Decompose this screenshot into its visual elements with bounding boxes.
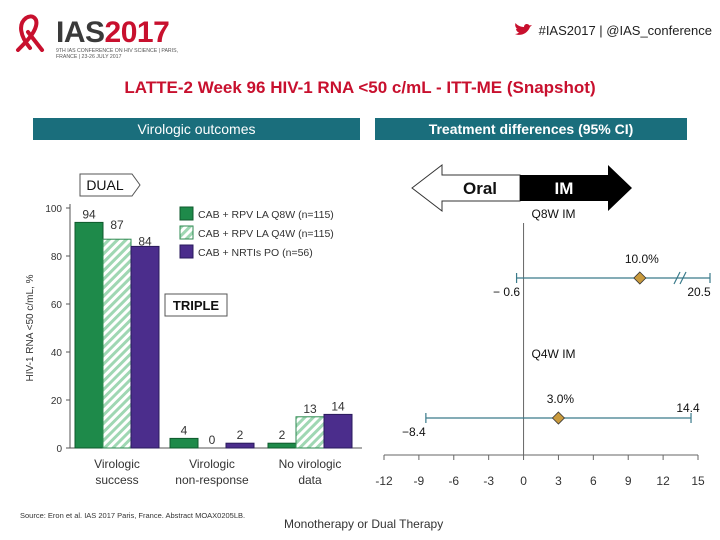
treatment-differences-chart: Oral IM -12 -9 -6 -3 0 3 6 9 12 15 Q8W IM 10.0% − 0.6 2…	[375, 163, 711, 488]
bar-value-label: 2	[237, 428, 244, 442]
twitter-bird-icon	[514, 23, 532, 35]
ci-lower-label: − 0.6	[493, 285, 520, 299]
bar-2	[295, 416, 325, 449]
point-estimate	[633, 271, 647, 285]
legend-label: CAB + NRTIs PO (n=56)	[198, 247, 313, 259]
logo-wordmark: IAS2017	[56, 16, 170, 49]
x-tick-label: 3	[555, 474, 562, 488]
x-tick-label: -6	[448, 474, 459, 488]
category-label-line1: Virologic	[94, 457, 140, 471]
forest-plot: Oral IM -12 -9 -6 -3 0 3 6 9 12 15 Q8W IM 10.0% − 0.6 2…	[375, 163, 711, 488]
ci-lower-label: −8.4	[402, 425, 426, 439]
forest-x-axis-title: Monotherapy or Dual Therapy	[284, 517, 444, 531]
y-tick-label: 80	[51, 252, 63, 263]
estimate-label: 10.0%	[625, 252, 659, 266]
bar-value-label: 13	[303, 402, 317, 416]
bar-value-label: 4	[181, 423, 188, 437]
x-tick-label: 15	[691, 474, 705, 488]
bar-1	[74, 221, 104, 449]
bar-3	[323, 413, 353, 449]
category-label-line2: non-response	[175, 473, 249, 487]
estimate-label: 3.0%	[547, 392, 575, 406]
row-label: Q8W IM	[532, 207, 576, 221]
axis-break-mark	[673, 271, 681, 285]
legend-swatch	[179, 206, 194, 221]
conference-logo: IAS2017 9TH IAS CONFERENCE ON HIV SCIENC…	[12, 10, 178, 60]
slide-title: LATTE-2 Week 96 HIV-1 RNA <50 c/mL - ITT…	[124, 78, 596, 97]
triple-label: TRIPLE	[173, 298, 220, 313]
y-tick-label: 40	[51, 348, 63, 359]
legend-swatch	[179, 225, 194, 240]
twitter-text: #IAS2017 | @IAS_conference	[538, 23, 712, 38]
triple-box	[164, 293, 228, 317]
twitter-handle: #IAS2017 | @IAS_conference	[513, 22, 712, 38]
x-tick-label: 9	[625, 474, 632, 488]
y-tick-label: 60	[51, 300, 63, 311]
x-tick-label: -9	[414, 474, 425, 488]
category-label-line1: Virologic	[189, 457, 235, 471]
bar-value-label: 84	[138, 234, 152, 248]
y-tick-label: 0	[56, 444, 62, 455]
bar-value-label: 2	[279, 428, 286, 442]
row-label: Q4W IM	[532, 347, 576, 361]
im-label: IM	[555, 179, 574, 198]
dual-label: DUAL	[86, 177, 124, 193]
ci-upper-label: 14.4	[676, 401, 700, 415]
category-label-line2: success	[95, 473, 138, 487]
x-tick-label: -12	[375, 474, 393, 488]
oral-label: Oral	[463, 179, 497, 198]
logo-subtitle: 9TH IAS CONFERENCE ON HIV SCIENCE | PARI…	[56, 48, 179, 60]
virologic-outcomes-header: Virologic outcomes	[33, 118, 360, 140]
x-tick-label: 0	[520, 474, 527, 488]
axis-break-mark	[679, 271, 687, 285]
x-tick-label: 6	[590, 474, 597, 488]
x-tick-label: 12	[656, 474, 670, 488]
source-note: Source: Eron et al. IAS 2017 Paris, Fran…	[20, 511, 246, 520]
ci-upper-label: 20.5	[687, 285, 711, 299]
bar-3	[130, 245, 160, 449]
bar-value-label: 94	[82, 207, 96, 221]
bar-value-label: 87	[110, 218, 124, 232]
treatment-differences-header: Treatment differences (95% CI)	[375, 118, 687, 140]
y-axis-label: HIV-1 RNA <50 c/mL, %	[25, 274, 36, 381]
bar-2	[102, 238, 132, 449]
y-tick-label: 20	[51, 396, 63, 407]
category-label-line1: No virologic	[279, 457, 342, 471]
category-label-line2: data	[298, 473, 322, 487]
bar-3	[225, 442, 255, 449]
y-tick-label: 100	[45, 204, 62, 215]
legend-label: CAB + RPV LA Q8W (n=115)	[198, 209, 334, 221]
bar-value-label: 14	[331, 399, 345, 413]
bar-value-label: 0	[209, 433, 216, 447]
bar-1	[169, 437, 199, 449]
red-ribbon-icon	[16, 14, 44, 52]
legend-label: CAB + RPV LA Q4W (n=115)	[198, 228, 334, 240]
x-tick-label: -3	[483, 474, 494, 488]
dual-tag	[79, 173, 141, 197]
legend-swatch	[179, 244, 194, 259]
bar-1	[267, 442, 297, 449]
point-estimate	[551, 411, 566, 425]
im-arrow	[520, 165, 632, 211]
